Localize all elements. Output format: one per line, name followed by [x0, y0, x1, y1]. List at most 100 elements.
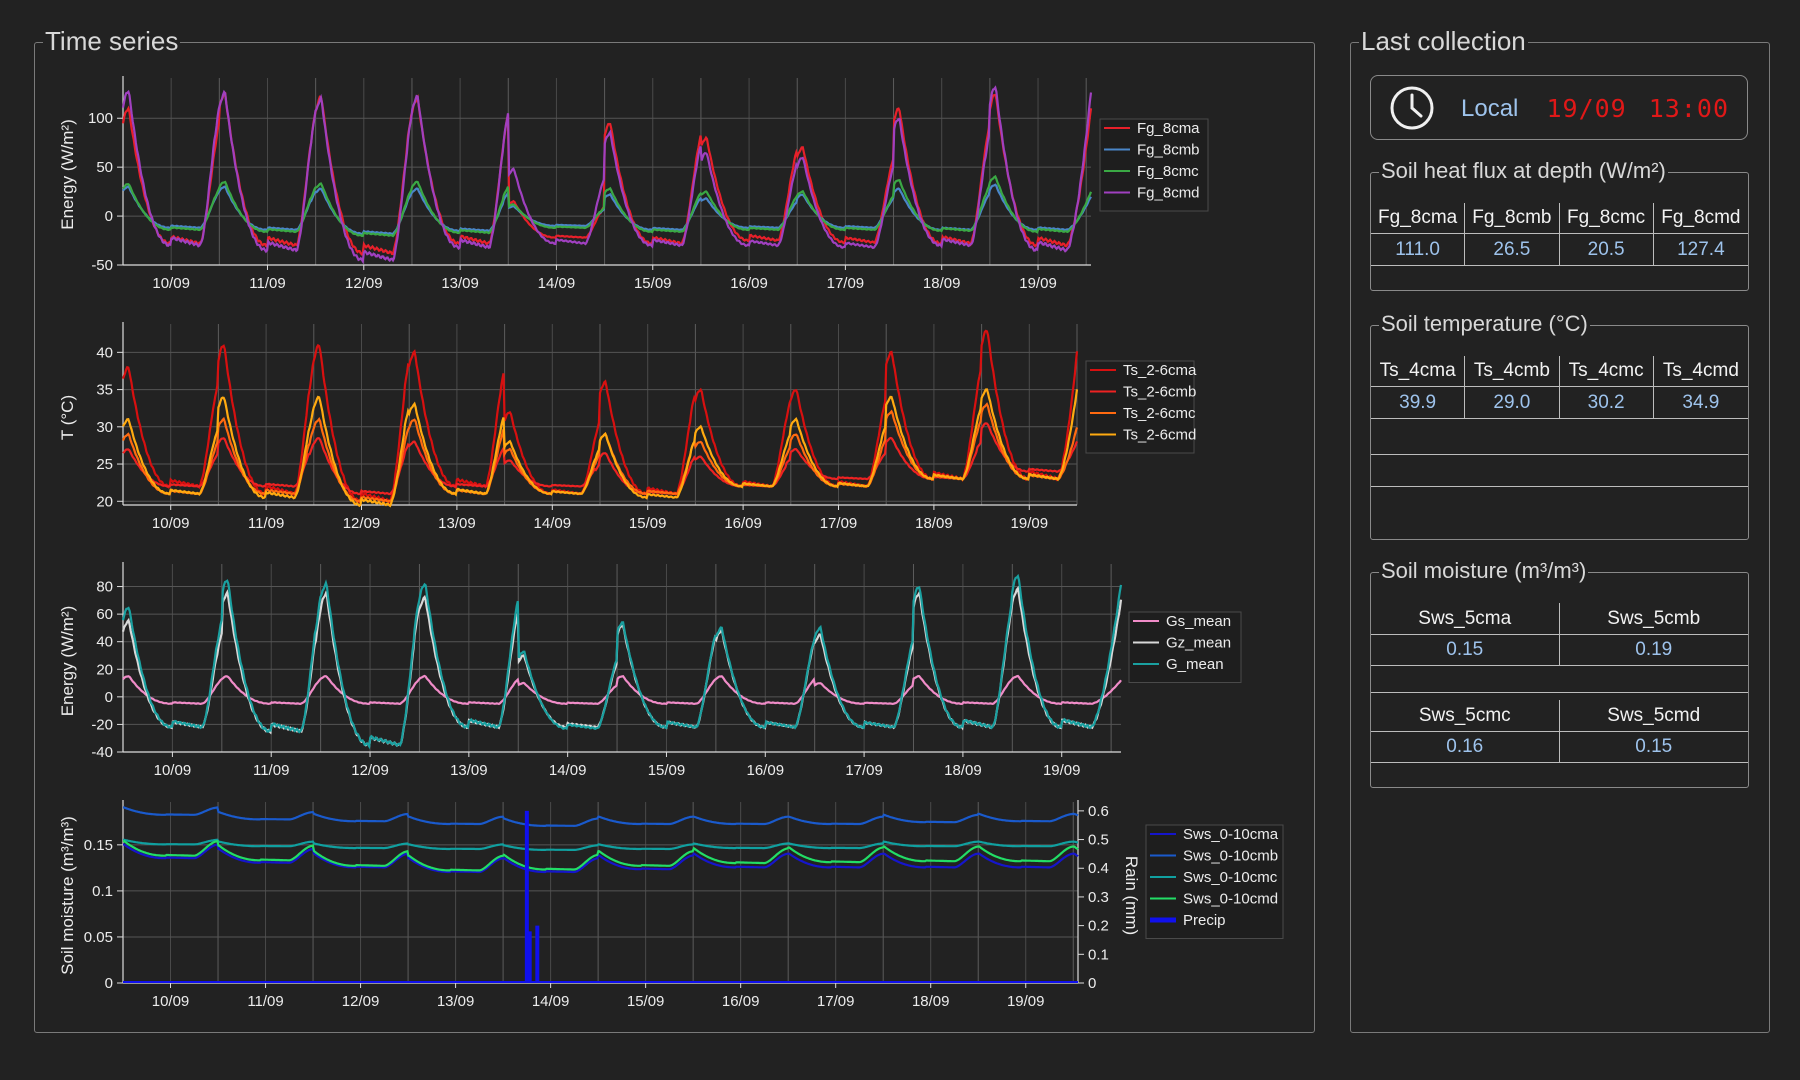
y-tick-label: 0.05	[84, 929, 113, 946]
x-tick-label: 13/09	[437, 993, 475, 1010]
series-line	[122, 174, 1093, 238]
x-tick-label: 13/09	[438, 515, 476, 532]
y-tick-label: 40	[96, 634, 113, 651]
x-tick-label: 11/09	[247, 993, 283, 1010]
y2-axis-label: Rain (mm)	[1122, 856, 1141, 935]
y-tick-label: 40	[96, 344, 113, 361]
x-tick-label: 10/09	[152, 515, 190, 532]
y2-tick-label: 0.1	[1088, 946, 1109, 963]
x-tick-label: 15/09	[627, 993, 665, 1010]
legend-label: Precip	[1183, 912, 1226, 929]
row-divider	[1371, 692, 1748, 693]
series-line	[122, 843, 1079, 874]
x-tick-label: 15/09	[629, 515, 667, 532]
series-line	[122, 422, 1079, 496]
x-tick-label: 12/09	[351, 762, 389, 779]
series-line	[122, 839, 1079, 872]
legend-label: Sws_0-10cmc	[1183, 869, 1278, 886]
last-collection-panel: Last collection	[1350, 26, 1770, 1033]
clock-box: Local 19/09 13:00	[1370, 75, 1748, 140]
legend-label: Ts_2-6cmd	[1123, 427, 1196, 444]
heat-flux-header: Fg_8cmc	[1559, 203, 1654, 234]
series-line	[121, 85, 1093, 265]
x-tick-label: 19/09	[1011, 515, 1049, 532]
y-tick-label: 20	[96, 661, 113, 678]
heat-flux-title: Soil heat flux at depth (W/m²)	[1379, 158, 1668, 184]
y2-tick-label: 0.3	[1088, 889, 1109, 906]
soil-moist-header: Sws_5cmb	[1559, 603, 1748, 635]
legend-box	[1085, 360, 1195, 454]
y-tick-label: 0	[105, 975, 113, 992]
legend-box	[1128, 611, 1242, 683]
soil-temp-title: Soil temperature (°C)	[1379, 311, 1590, 337]
x-tick-label: 14/09	[549, 762, 587, 779]
y2-tick-label: 0.6	[1088, 803, 1109, 820]
time-series-title: Time series	[43, 26, 181, 56]
x-tick-label: 17/09	[827, 275, 865, 292]
clock-date: 19/09	[1546, 94, 1627, 123]
legend-label: Sws_0-10cmb	[1183, 848, 1278, 865]
y-axis-label: Energy (W/m²)	[58, 119, 77, 230]
y-tick-label: 0.15	[84, 837, 113, 854]
heat-flux-header: Fg_8cmb	[1465, 203, 1560, 234]
clock-label: Local	[1461, 95, 1519, 122]
clock-datetime: 19/09 13:00	[1546, 94, 1729, 123]
soil-moist-header: Sws_5cmd	[1559, 700, 1748, 732]
y-tick-label: 35	[96, 382, 113, 399]
soil-temp-header: Ts_4cmb	[1465, 356, 1560, 387]
soil-temp-value: 39.9	[1371, 387, 1466, 419]
x-tick-label: 16/09	[730, 275, 768, 292]
soil-moist-title: Soil moisture (m³/m³)	[1379, 558, 1589, 584]
x-tick-label: 17/09	[845, 762, 883, 779]
series-line	[123, 806, 1079, 828]
y-axis-label: T (°C)	[58, 395, 77, 440]
series-line	[123, 838, 1079, 852]
soil-moist-header: Sws_5cmc	[1371, 700, 1560, 732]
y-tick-label: 0	[105, 689, 113, 706]
x-tick-label: 16/09	[747, 762, 785, 779]
x-tick-label: 14/09	[532, 993, 570, 1010]
legend-label: G_mean	[1166, 656, 1224, 673]
x-tick-label: 15/09	[648, 762, 686, 779]
x-tick-label: 18/09	[915, 515, 953, 532]
series-line	[121, 329, 1079, 504]
heat-flux-value: 111.0	[1371, 234, 1466, 266]
soil-moist-value: 0.15	[1559, 732, 1748, 763]
legend-label: Fg_8cmc	[1137, 163, 1199, 180]
y-tick-label: 0	[105, 208, 113, 225]
legend-label: Fg_8cmd	[1137, 185, 1200, 202]
y2-tick-label: 0	[1088, 975, 1096, 992]
y-tick-label: 60	[96, 606, 113, 623]
soil-temp-value: 34.9	[1653, 387, 1748, 419]
clock-icon	[1390, 86, 1434, 130]
soil-temp-value: 30.2	[1559, 387, 1654, 419]
x-tick-label: 13/09	[450, 762, 488, 779]
y-tick-label: 0.1	[92, 883, 113, 900]
y-axis-label: Energy (W/m²)	[58, 606, 77, 717]
legend-label: Gz_mean	[1166, 635, 1231, 652]
x-tick-label: 12/09	[345, 275, 383, 292]
legend-label: Sws_0-10cmd	[1183, 891, 1278, 908]
precip-bar	[527, 931, 532, 983]
x-tick-label: 18/09	[944, 762, 982, 779]
x-tick-label: 19/09	[1043, 762, 1081, 779]
soil-temp-header: Ts_4cmc	[1559, 356, 1654, 387]
x-tick-label: 17/09	[817, 993, 855, 1010]
legend-label: Ts_2-6cmb	[1123, 384, 1196, 401]
precip-bar	[535, 925, 540, 983]
soil-temp-header: Ts_4cmd	[1653, 356, 1748, 387]
x-tick-label: 18/09	[923, 275, 961, 292]
y-tick-label: -20	[91, 716, 113, 733]
y2-tick-label: 0.5	[1088, 832, 1109, 849]
clock-time: 13:00	[1648, 94, 1729, 123]
y-tick-label: 50	[96, 159, 113, 176]
y-tick-label: 100	[88, 110, 113, 127]
y-tick-label: -50	[91, 257, 113, 274]
row-divider	[1371, 454, 1748, 455]
heat-flux-value: 20.5	[1559, 234, 1654, 266]
x-tick-label: 11/09	[248, 515, 284, 532]
soil-moist-value: 0.15	[1371, 635, 1560, 666]
heat-flux-value: 127.4	[1653, 234, 1748, 266]
series-line	[121, 573, 1123, 750]
last-collection-title: Last collection	[1359, 26, 1528, 56]
